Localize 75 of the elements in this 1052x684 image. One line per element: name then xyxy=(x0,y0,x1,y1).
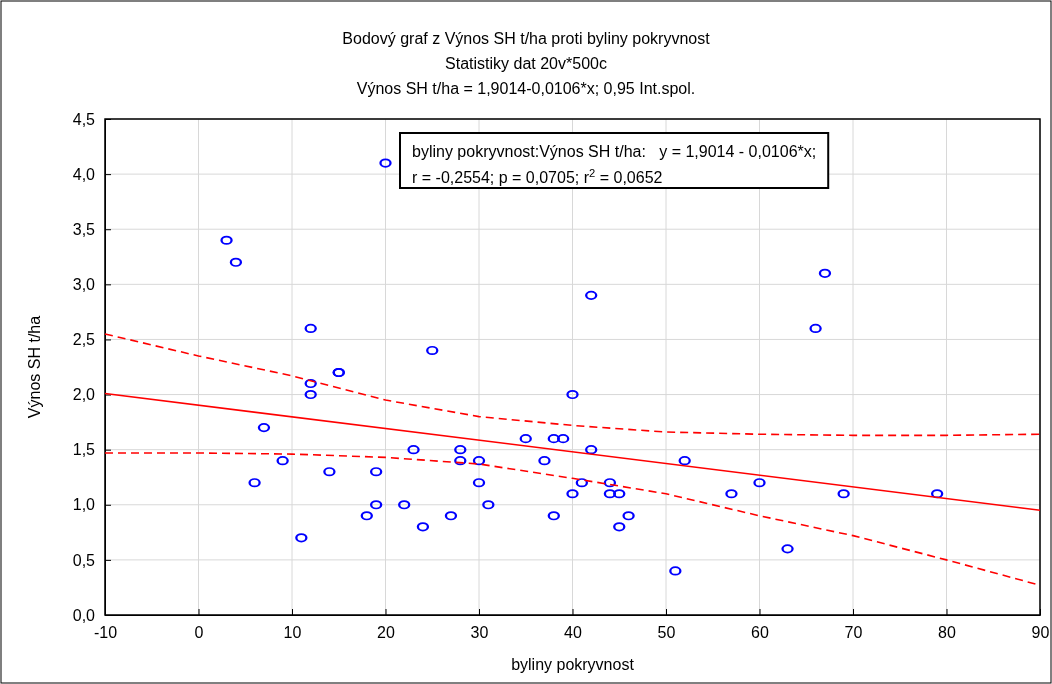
y-tick-label: 1,0 xyxy=(72,496,96,514)
y-tick-label: 2,5 xyxy=(72,331,96,349)
y-tick-label: 4,5 xyxy=(72,110,96,128)
y-tick-label: 3,5 xyxy=(72,220,96,238)
point xyxy=(603,489,616,499)
x-tick-label: 30 xyxy=(470,624,489,642)
point xyxy=(416,522,429,532)
y-tick-label: 0,5 xyxy=(72,551,96,569)
point xyxy=(482,500,495,510)
point xyxy=(454,444,467,455)
point xyxy=(370,500,383,510)
point xyxy=(585,290,598,301)
point xyxy=(407,444,420,455)
line-series xyxy=(104,333,1041,437)
chart-subtitle: Statistiky dat 20v*500c Výnos SH t/ha = 1,9014-0,0106*x; 0,95 Int.spol. xyxy=(356,55,696,97)
point xyxy=(613,489,626,499)
point xyxy=(257,422,270,433)
point xyxy=(472,455,486,466)
point xyxy=(220,235,233,245)
point xyxy=(304,378,317,389)
x-tick-label: 50 xyxy=(657,624,676,642)
point xyxy=(613,522,626,532)
point xyxy=(304,389,317,400)
point xyxy=(566,389,579,400)
point xyxy=(360,511,373,521)
point xyxy=(818,268,831,279)
point xyxy=(248,478,261,488)
y-tick-label: 2,0 xyxy=(72,386,96,404)
point xyxy=(669,566,682,576)
point xyxy=(622,511,635,521)
point xyxy=(444,511,457,521)
point xyxy=(229,257,242,267)
point xyxy=(575,478,588,488)
point xyxy=(809,323,822,334)
point xyxy=(931,489,944,499)
point xyxy=(323,467,336,477)
point xyxy=(585,444,598,455)
point xyxy=(472,478,486,488)
x-tick-label: 60 xyxy=(751,624,769,642)
point xyxy=(566,489,579,499)
point xyxy=(547,511,560,521)
x-tick-label: 10 xyxy=(283,624,302,642)
point xyxy=(454,455,467,466)
y-axis-title: Výnos SH t/ha xyxy=(26,315,43,419)
point xyxy=(725,489,738,499)
point xyxy=(426,345,439,356)
point xyxy=(547,433,560,444)
y-tick-label: 3,0 xyxy=(72,275,96,293)
y-tick-label: 0,0 xyxy=(72,606,96,624)
y-tick-label: 4,0 xyxy=(72,165,96,183)
y-tick-label: 1,5 xyxy=(72,441,96,459)
point xyxy=(295,533,308,543)
x-tick-label: 70 xyxy=(844,624,863,642)
x-tick-label: 20 xyxy=(377,624,395,642)
point xyxy=(398,500,411,510)
point xyxy=(603,478,616,488)
annotation: byliny pokryvnost:Výnos SH t/ha: y = 1,9014 - 0,0106*x; r = -0,2554; p = 0,0705; r$^{2}$ = 0,0652 xyxy=(412,143,817,186)
x-tick-label: 90 xyxy=(1031,624,1050,642)
point xyxy=(678,455,691,466)
point xyxy=(304,323,317,334)
point xyxy=(837,489,850,499)
x-tick-label: 0 xyxy=(194,624,204,642)
point xyxy=(538,455,551,466)
point xyxy=(519,433,532,444)
point xyxy=(370,467,383,477)
point xyxy=(276,455,289,466)
chart-title: Bodový graf z Výnos SH t/ha proti byliny pokryvnost xyxy=(342,30,711,47)
x-tick-label: 40 xyxy=(564,624,582,642)
x-tick-label: -10 xyxy=(93,624,118,642)
x-axis-title: byliny pokryvnost xyxy=(511,656,635,673)
x-tick-label: 80 xyxy=(938,624,956,642)
point xyxy=(557,433,570,444)
point xyxy=(379,158,392,168)
point xyxy=(781,544,794,554)
point xyxy=(753,478,766,488)
